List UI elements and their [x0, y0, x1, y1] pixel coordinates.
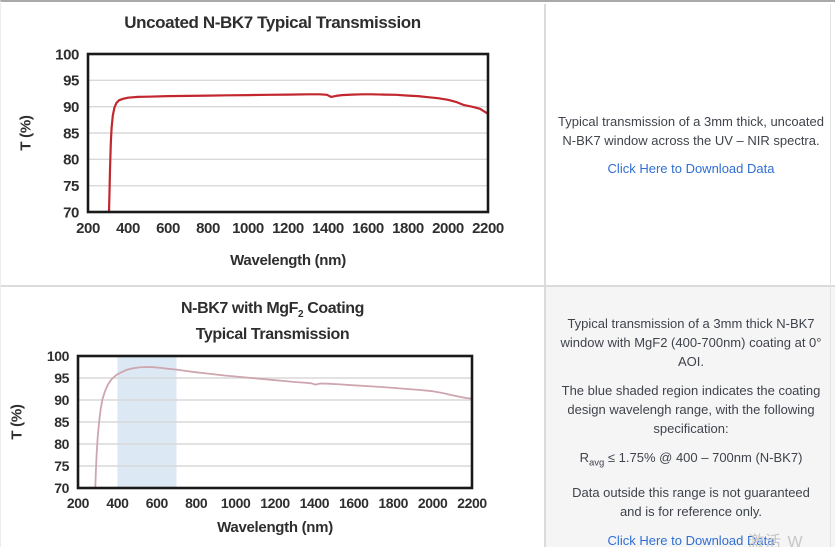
spec-subscript: avg — [588, 457, 605, 469]
content-grid: Uncoated N-BK7 Typical Transmission T (%… — [1, 4, 835, 547]
x-tick-label: 1400 — [300, 495, 330, 511]
spec-value: ≤ 1.75% @ 400 – 700nm (N-BK7) — [604, 450, 803, 465]
x-tick-label: 1000 — [232, 220, 264, 237]
x-tick-label: 1800 — [378, 495, 408, 511]
coated-download-link[interactable]: Click Here to Download Data — [607, 532, 775, 547]
reflectance-spec: Ravg ≤ 1.75% @ 400 – 700nm (N-BK7) — [560, 448, 822, 473]
x-tick-label: 400 — [116, 220, 140, 237]
y-tick-label: 75 — [63, 178, 79, 195]
uncoated-description-text: Typical transmission of a 3mm thick, unc… — [558, 113, 824, 148]
spec-symbol: R — [579, 450, 589, 465]
x-tick-label: 800 — [185, 495, 208, 511]
x-tick-label: 2000 — [432, 220, 464, 237]
x-tick-label: 800 — [196, 220, 220, 237]
y-tick-label: 85 — [54, 414, 69, 430]
x-tick-label: 1800 — [392, 220, 424, 237]
x-tick-label: 1200 — [260, 495, 290, 511]
x-tick-label: 1400 — [312, 220, 344, 237]
right-edge-divider — [830, 4, 831, 547]
x-tick-label: 1200 — [272, 220, 304, 237]
coated-title-line2: Typical Transmission — [195, 326, 350, 344]
y-tick-label: 75 — [54, 458, 69, 474]
design-region-note: The blue shaded region indicates the coa… — [561, 383, 821, 436]
y-tick-label: 90 — [63, 99, 79, 116]
y-tick-label: 80 — [54, 436, 69, 452]
plot-frame — [76, 354, 474, 490]
coated-chart-title: N-BK7 with MgF2 Coating Typical Transmiss… — [1, 299, 544, 345]
y-tick-label: 95 — [63, 73, 79, 90]
x-tick-label: 2200 — [472, 220, 504, 237]
y-tick-label: 95 — [54, 370, 69, 386]
coated-title-line1: N-BK7 with MgF — [180, 300, 299, 317]
x-tick-label: 2200 — [457, 495, 487, 511]
activate-windows-watermark: 激活 W — [748, 534, 804, 547]
coated-transmission-chart: 70 75 80 85 90 95 100 200 400 600 800 1000 1200 1400 1… — [47, 348, 488, 511]
uncoated-transmission-chart: 70 75 80 85 90 95 100 200 400 600 800 1000 1200 1400 1… — [55, 46, 504, 237]
coated-description-text: Typical transmission of a 3mm thick N-BK… — [560, 316, 822, 369]
x-tick-label: 1000 — [221, 495, 251, 511]
uncoated-chart-title: Uncoated N-BK7 Typical Transmission — [124, 13, 421, 32]
x-tick-label: 200 — [67, 495, 90, 511]
y-tick-label: 70 — [63, 204, 79, 221]
y-tick-label: 100 — [55, 46, 79, 63]
reference-only-note: Data outside this range is not guarantee… — [572, 484, 810, 519]
plot-frame — [86, 52, 490, 214]
x-tick-label: 600 — [156, 220, 180, 237]
y-tick-label: 70 — [54, 480, 69, 496]
y-tick-label: 90 — [54, 392, 69, 408]
y-tick-label: 100 — [47, 348, 70, 364]
uncoated-x-axis-label: Wavelength (nm) — [230, 252, 346, 269]
y-tick-label: 85 — [63, 125, 79, 142]
coated-description-panel: Typical transmission of a 3mm thick N-BK… — [544, 285, 835, 547]
x-tick-label: 200 — [76, 220, 100, 237]
coated-chart-panel: N-BK7 with MgF2 Coating Typical Transmiss… — [1, 285, 544, 547]
x-tick-label: 1600 — [352, 220, 384, 237]
coated-title-subscript: 2 — [298, 309, 304, 321]
x-tick-label: 1600 — [339, 495, 369, 511]
transmission-curve — [94, 366, 473, 489]
coated-title-line1-end: Coating — [303, 300, 365, 317]
uncoated-chart-panel: Uncoated N-BK7 Typical Transmission T (%… — [1, 4, 544, 285]
coated-x-axis-label: Wavelength (nm) — [217, 519, 333, 536]
transmission-curve — [107, 93, 489, 213]
y-tick-label: 80 — [63, 152, 79, 169]
x-tick-label: 400 — [106, 495, 129, 511]
x-tick-label: 600 — [146, 495, 169, 511]
uncoated-description-panel: Typical transmission of a 3mm thick, unc… — [544, 4, 835, 285]
uncoated-download-link[interactable]: Click Here to Download Data — [607, 160, 775, 176]
x-tick-label: 2000 — [418, 495, 448, 511]
